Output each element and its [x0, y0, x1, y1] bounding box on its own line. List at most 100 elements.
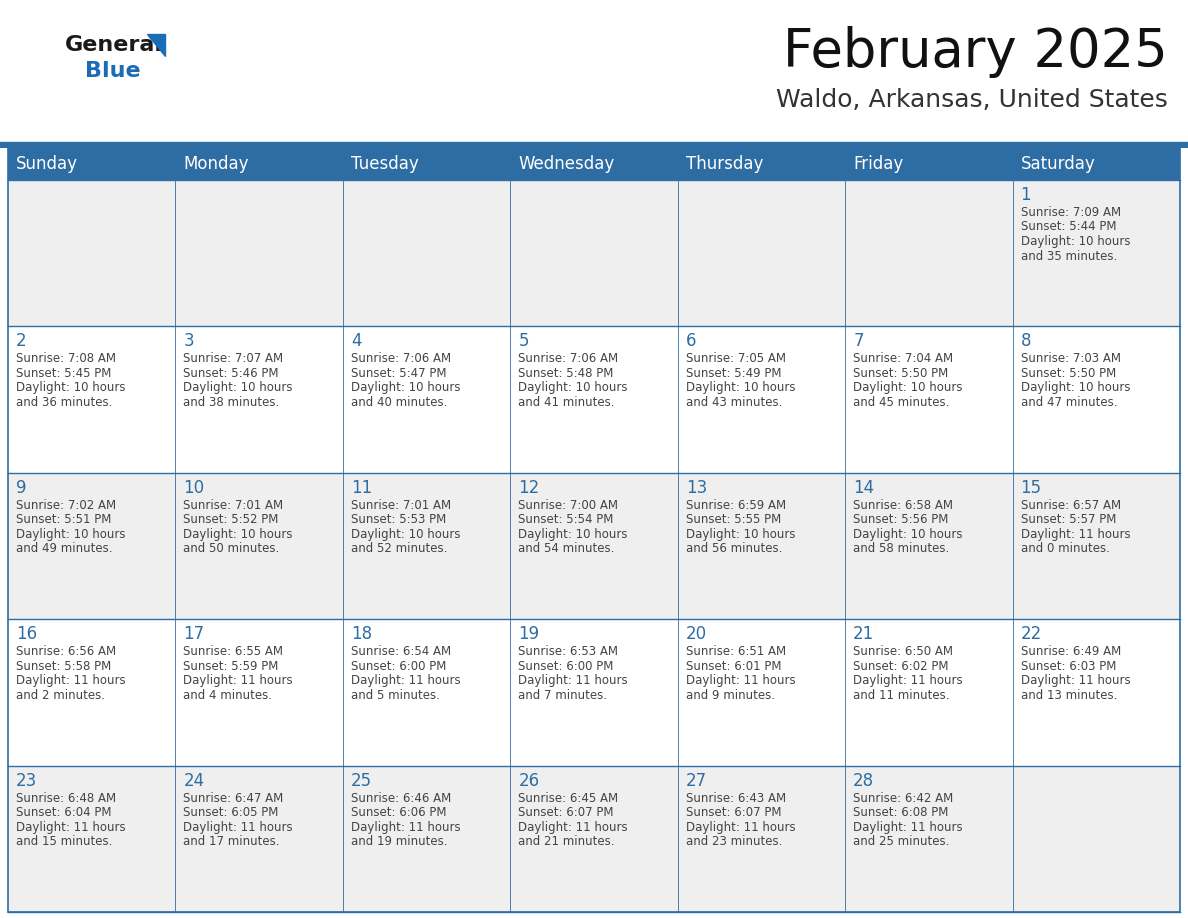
Text: Daylight: 11 hours: Daylight: 11 hours [518, 674, 628, 688]
Text: and 56 minutes.: and 56 minutes. [685, 543, 782, 555]
Text: 15: 15 [1020, 479, 1042, 497]
Text: Sunset: 6:01 PM: Sunset: 6:01 PM [685, 660, 782, 673]
Text: Sunrise: 6:48 AM: Sunrise: 6:48 AM [15, 791, 116, 804]
Text: 5: 5 [518, 332, 529, 351]
Bar [343, 473, 511, 620]
Text: 28: 28 [853, 772, 874, 789]
Text: Daylight: 10 hours: Daylight: 10 hours [853, 528, 962, 541]
Text: and 21 minutes.: and 21 minutes. [518, 835, 614, 848]
Text: 7: 7 [853, 332, 864, 351]
Bar [845, 473, 1012, 620]
Text: and 43 minutes.: and 43 minutes. [685, 396, 782, 409]
Text: Saturday: Saturday [1020, 155, 1095, 173]
Text: and 2 minutes.: and 2 minutes. [15, 688, 105, 701]
Text: 23: 23 [15, 772, 37, 789]
Bar [176, 766, 343, 912]
Text: Sunset: 5:59 PM: Sunset: 5:59 PM [183, 660, 279, 673]
Bar [176, 180, 343, 327]
Text: Sunrise: 6:43 AM: Sunrise: 6:43 AM [685, 791, 785, 804]
Text: Daylight: 11 hours: Daylight: 11 hours [350, 674, 461, 688]
Text: and 38 minutes.: and 38 minutes. [183, 396, 279, 409]
Text: Sunset: 5:50 PM: Sunset: 5:50 PM [1020, 367, 1116, 380]
Text: Daylight: 11 hours: Daylight: 11 hours [685, 821, 795, 834]
Text: Daylight: 10 hours: Daylight: 10 hours [183, 381, 293, 395]
Text: Daylight: 10 hours: Daylight: 10 hours [685, 381, 795, 395]
Text: Sunrise: 6:45 AM: Sunrise: 6:45 AM [518, 791, 619, 804]
Text: Daylight: 10 hours: Daylight: 10 hours [518, 381, 627, 395]
Text: and 23 minutes.: and 23 minutes. [685, 835, 782, 848]
Text: Sunrise: 6:51 AM: Sunrise: 6:51 AM [685, 645, 785, 658]
Text: 21: 21 [853, 625, 874, 644]
Text: Sunset: 6:07 PM: Sunset: 6:07 PM [518, 806, 614, 819]
Text: Daylight: 10 hours: Daylight: 10 hours [518, 528, 627, 541]
Bar [677, 327, 845, 473]
Text: Sunday: Sunday [15, 155, 78, 173]
Bar [1012, 148, 1180, 180]
Text: 13: 13 [685, 479, 707, 497]
Text: Sunrise: 7:04 AM: Sunrise: 7:04 AM [853, 353, 953, 365]
Bar [343, 148, 511, 180]
Text: 27: 27 [685, 772, 707, 789]
Bar [343, 180, 511, 327]
Text: Daylight: 10 hours: Daylight: 10 hours [685, 528, 795, 541]
Text: Daylight: 10 hours: Daylight: 10 hours [853, 381, 962, 395]
Text: Sunrise: 6:47 AM: Sunrise: 6:47 AM [183, 791, 284, 804]
Bar [845, 766, 1012, 912]
Text: and 9 minutes.: and 9 minutes. [685, 688, 775, 701]
Bar [8, 148, 176, 180]
Text: Sunset: 5:46 PM: Sunset: 5:46 PM [183, 367, 279, 380]
Bar [1012, 180, 1180, 327]
Text: Sunset: 6:07 PM: Sunset: 6:07 PM [685, 806, 782, 819]
Text: Daylight: 11 hours: Daylight: 11 hours [15, 821, 126, 834]
Bar [8, 180, 176, 327]
Bar [845, 327, 1012, 473]
Bar [677, 766, 845, 912]
Text: Daylight: 11 hours: Daylight: 11 hours [853, 674, 962, 688]
Text: 10: 10 [183, 479, 204, 497]
Text: and 5 minutes.: and 5 minutes. [350, 688, 440, 701]
Bar [677, 473, 845, 620]
Text: 17: 17 [183, 625, 204, 644]
Text: Monday: Monday [183, 155, 249, 173]
Text: Sunrise: 6:49 AM: Sunrise: 6:49 AM [1020, 645, 1120, 658]
Bar [511, 327, 677, 473]
Text: Sunset: 5:55 PM: Sunset: 5:55 PM [685, 513, 781, 526]
Text: and 19 minutes.: and 19 minutes. [350, 835, 448, 848]
Text: and 47 minutes.: and 47 minutes. [1020, 396, 1117, 409]
Bar [677, 148, 845, 180]
Text: Sunset: 5:51 PM: Sunset: 5:51 PM [15, 513, 112, 526]
Bar [1012, 766, 1180, 912]
Text: Sunset: 5:45 PM: Sunset: 5:45 PM [15, 367, 112, 380]
Text: Sunrise: 7:06 AM: Sunrise: 7:06 AM [518, 353, 619, 365]
Polygon shape [147, 34, 165, 56]
Text: Sunset: 5:50 PM: Sunset: 5:50 PM [853, 367, 948, 380]
Bar [0, 142, 1188, 148]
Text: Sunrise: 6:54 AM: Sunrise: 6:54 AM [350, 645, 451, 658]
Bar [8, 620, 176, 766]
Text: Daylight: 10 hours: Daylight: 10 hours [350, 381, 461, 395]
Text: Sunset: 6:08 PM: Sunset: 6:08 PM [853, 806, 948, 819]
Text: and 7 minutes.: and 7 minutes. [518, 688, 607, 701]
Text: February 2025: February 2025 [783, 26, 1168, 78]
Text: Sunrise: 6:42 AM: Sunrise: 6:42 AM [853, 791, 954, 804]
Text: Sunrise: 6:46 AM: Sunrise: 6:46 AM [350, 791, 451, 804]
Text: 24: 24 [183, 772, 204, 789]
Bar [511, 473, 677, 620]
Text: Sunrise: 7:01 AM: Sunrise: 7:01 AM [183, 498, 284, 512]
Text: Sunrise: 6:56 AM: Sunrise: 6:56 AM [15, 645, 116, 658]
Text: and 52 minutes.: and 52 minutes. [350, 543, 447, 555]
Text: 16: 16 [15, 625, 37, 644]
Text: and 36 minutes.: and 36 minutes. [15, 396, 113, 409]
Text: and 40 minutes.: and 40 minutes. [350, 396, 447, 409]
Text: Sunset: 5:52 PM: Sunset: 5:52 PM [183, 513, 279, 526]
Text: Daylight: 10 hours: Daylight: 10 hours [1020, 235, 1130, 248]
Text: Daylight: 11 hours: Daylight: 11 hours [518, 821, 628, 834]
Text: 26: 26 [518, 772, 539, 789]
Text: 8: 8 [1020, 332, 1031, 351]
Text: Sunrise: 6:57 AM: Sunrise: 6:57 AM [1020, 498, 1120, 512]
Bar [343, 620, 511, 766]
Text: Daylight: 11 hours: Daylight: 11 hours [1020, 674, 1130, 688]
Text: 12: 12 [518, 479, 539, 497]
Text: Daylight: 10 hours: Daylight: 10 hours [15, 528, 126, 541]
Text: Sunrise: 6:59 AM: Sunrise: 6:59 AM [685, 498, 785, 512]
